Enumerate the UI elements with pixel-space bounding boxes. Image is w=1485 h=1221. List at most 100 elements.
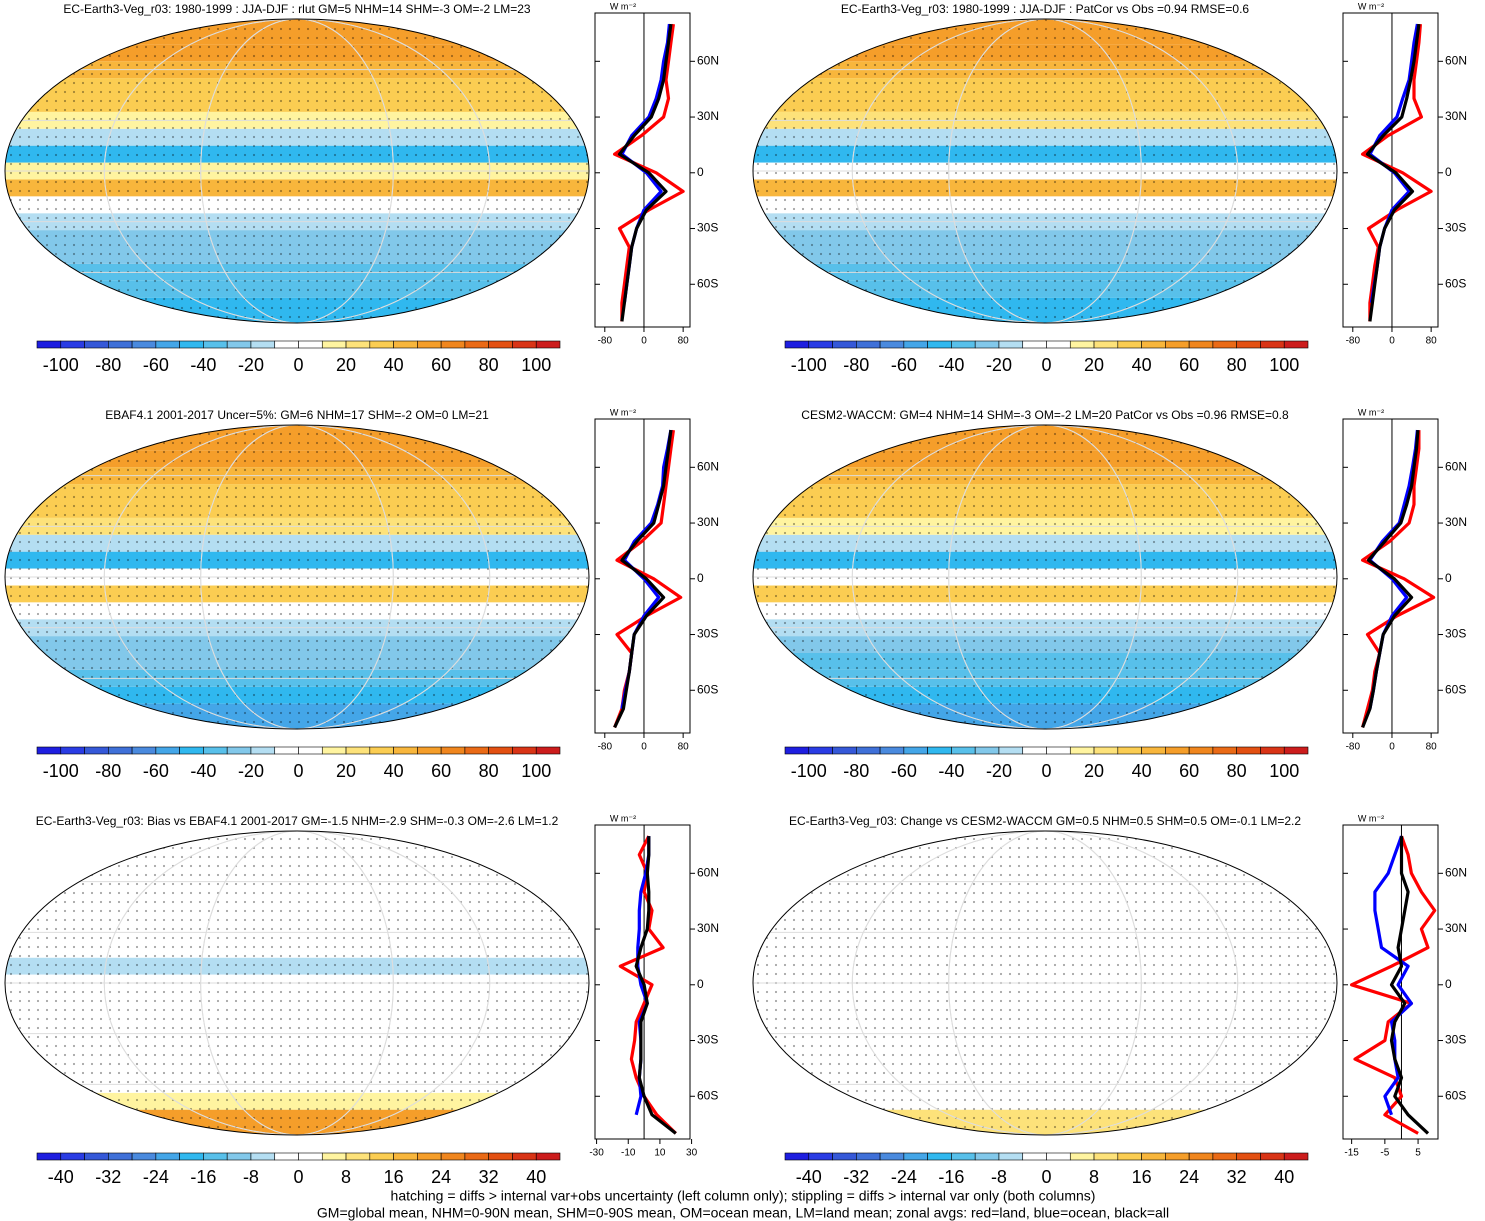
colorbar-box [131,1152,157,1161]
colorbar-label: -40 [190,761,216,781]
y-tick-label: 0 [1445,571,1452,585]
colorbar-box [512,1152,537,1161]
colorbar-label: 80 [479,761,499,781]
colorbar-box [879,1152,905,1161]
colorbar-box [321,1152,347,1161]
colorbar-box [832,746,857,755]
y-tick-label: 30N [697,109,719,123]
graticule [103,19,491,323]
colorbar-box [1283,340,1309,349]
colorbar-box [535,1152,561,1161]
colorbar-box [203,746,228,755]
colorbar-box [131,340,157,349]
colorbar-box [856,340,881,349]
x-axis-label: W m⁻² [1358,407,1384,417]
colorbar-box [1046,746,1071,755]
colorbar-label: 32 [479,1167,499,1187]
colorbar-box [1093,340,1119,349]
graticule [851,19,1239,323]
graticule [851,831,1239,1135]
colorbar-label: 100 [521,355,551,375]
y-tick-label: 30N [1445,921,1467,935]
colorbar-box [1165,340,1190,349]
colorbar-label: -20 [986,761,1012,781]
colorbar-box [1188,746,1214,755]
colorbar-box [274,340,299,349]
colorbar-box [440,1152,466,1161]
colorbar-label: -40 [938,355,964,375]
colorbar-box [298,340,323,349]
colorbar-box [1188,1152,1214,1161]
y-tick-label: 60S [697,276,718,290]
colorbar-label: 100 [521,761,551,781]
x-tick-label: -80 [598,742,613,753]
colorbar-box [1141,746,1166,755]
colorbar-box [974,340,1000,349]
colorbar-box [298,746,323,755]
colorbar-label: 20 [1084,355,1104,375]
colorbar-label: 80 [479,355,499,375]
y-tick-label: 60N [697,865,719,879]
colorbar-box [808,1152,833,1161]
graticule [200,19,394,323]
colorbar-box [951,340,976,349]
zonal-line [1361,23,1433,322]
y-tick-label: 60S [697,682,718,696]
colorbar-box [951,1152,976,1161]
colorbar-box [226,340,252,349]
y-tick-label: 30S [697,1033,718,1047]
colorbar-box [369,340,394,349]
graticule [103,425,491,729]
colorbar-label: -80 [95,355,121,375]
y-tick-label: 60N [1445,53,1467,67]
colorbar-box [1046,1152,1071,1161]
colorbar-box [179,1152,204,1161]
colorbar-box [951,746,976,755]
x-axis-label: W m⁻² [610,813,636,823]
panel: EBAF4.1 2001-2017 Uncer=5%: GM=6 NHM=17 … [4,407,719,781]
colorbar-label: 20 [1084,761,1104,781]
y-tick-label: 30N [697,515,719,529]
map [753,831,1337,1135]
colorbar-label: 8 [1089,1167,1099,1187]
colorbar-label: -20 [238,355,264,375]
colorbar-label: -16 [938,1167,964,1187]
y-tick-label: 30S [1445,627,1466,641]
y-tick-label: 60N [697,53,719,67]
colorbar-box [856,746,881,755]
x-tick-label: 80 [678,336,690,347]
colorbar-label: 40 [1274,1167,1294,1187]
panel-title: EC-Earth3-Veg_r03: 1980-1999 : JJA-DJF :… [841,2,1250,16]
colorbar-box [321,340,347,349]
y-tick-label: 60N [697,459,719,473]
colorbar-box [1212,340,1237,349]
colorbar-box [36,746,62,755]
profile-frame [594,824,691,1140]
colorbar-box [974,746,1000,755]
colorbar-box [179,340,204,349]
colorbar-box [1188,340,1214,349]
colorbar-box [903,746,928,755]
colorbar-box [1283,746,1309,755]
y-tick-label: 30S [1445,221,1466,235]
colorbar-box [1260,1152,1285,1161]
x-tick-label: -80 [598,336,613,347]
colorbar-box [856,1152,881,1161]
colorbar-box [108,340,133,349]
colorbar-box [1141,1152,1166,1161]
colorbar-box [488,340,513,349]
colorbar-box [250,1152,276,1161]
colorbar-label: 16 [1132,1167,1152,1187]
panel: EC-Earth3-Veg_r03: 1980-1999 : JJA-DJF :… [4,1,719,375]
footnote: hatching = diffs > internal var+obs unce… [391,1188,1096,1204]
map-border [4,18,590,324]
colorbar-box [369,746,394,755]
colorbar-box [1141,340,1166,349]
x-tick-label: -10 [621,1148,636,1159]
colorbar-box [1236,1152,1261,1161]
colorbar-box [321,746,347,755]
colorbar-label: 20 [336,355,356,375]
colorbar-box [464,340,489,349]
colorbar-box [1093,1152,1119,1161]
x-tick-label: 80 [1426,742,1438,753]
